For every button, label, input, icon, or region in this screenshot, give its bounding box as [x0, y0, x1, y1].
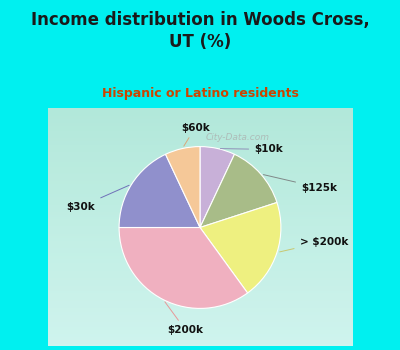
Text: City-Data.com: City-Data.com [206, 133, 270, 141]
Text: Hispanic or Latino residents: Hispanic or Latino residents [102, 88, 298, 100]
Text: $10k: $10k [220, 145, 283, 154]
Text: > $200k: > $200k [280, 237, 348, 252]
Wedge shape [200, 147, 234, 228]
Wedge shape [119, 154, 200, 228]
Text: $30k: $30k [67, 185, 129, 211]
Text: Income distribution in Woods Cross,
UT (%): Income distribution in Woods Cross, UT (… [31, 10, 369, 51]
Text: $125k: $125k [264, 175, 337, 193]
Wedge shape [166, 147, 200, 228]
Wedge shape [200, 203, 281, 293]
Wedge shape [200, 154, 277, 228]
Text: $60k: $60k [181, 122, 210, 146]
Text: $200k: $200k [165, 302, 204, 335]
Wedge shape [119, 228, 248, 308]
